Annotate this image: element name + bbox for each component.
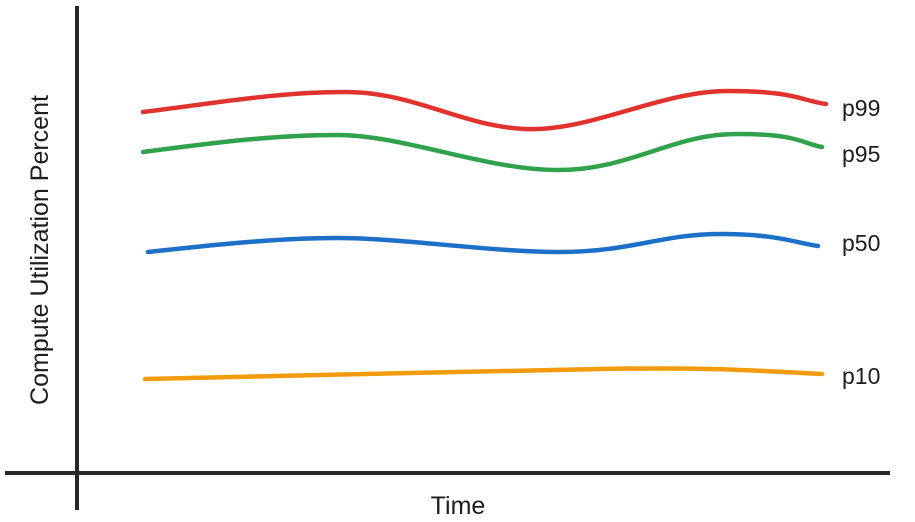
- p50-line: [145, 231, 821, 255]
- y-axis-label: Compute Utilization Percent: [26, 95, 54, 405]
- series-label-p50: p50: [842, 230, 880, 256]
- series-label-p99: p99: [842, 95, 880, 121]
- p95-line: [140, 131, 825, 173]
- p10-line: [142, 366, 825, 382]
- p99-line: [140, 88, 829, 132]
- x-axis-label: Time: [431, 492, 486, 520]
- series-label-p95: p95: [842, 141, 880, 167]
- series-label-p10: p10: [842, 363, 880, 389]
